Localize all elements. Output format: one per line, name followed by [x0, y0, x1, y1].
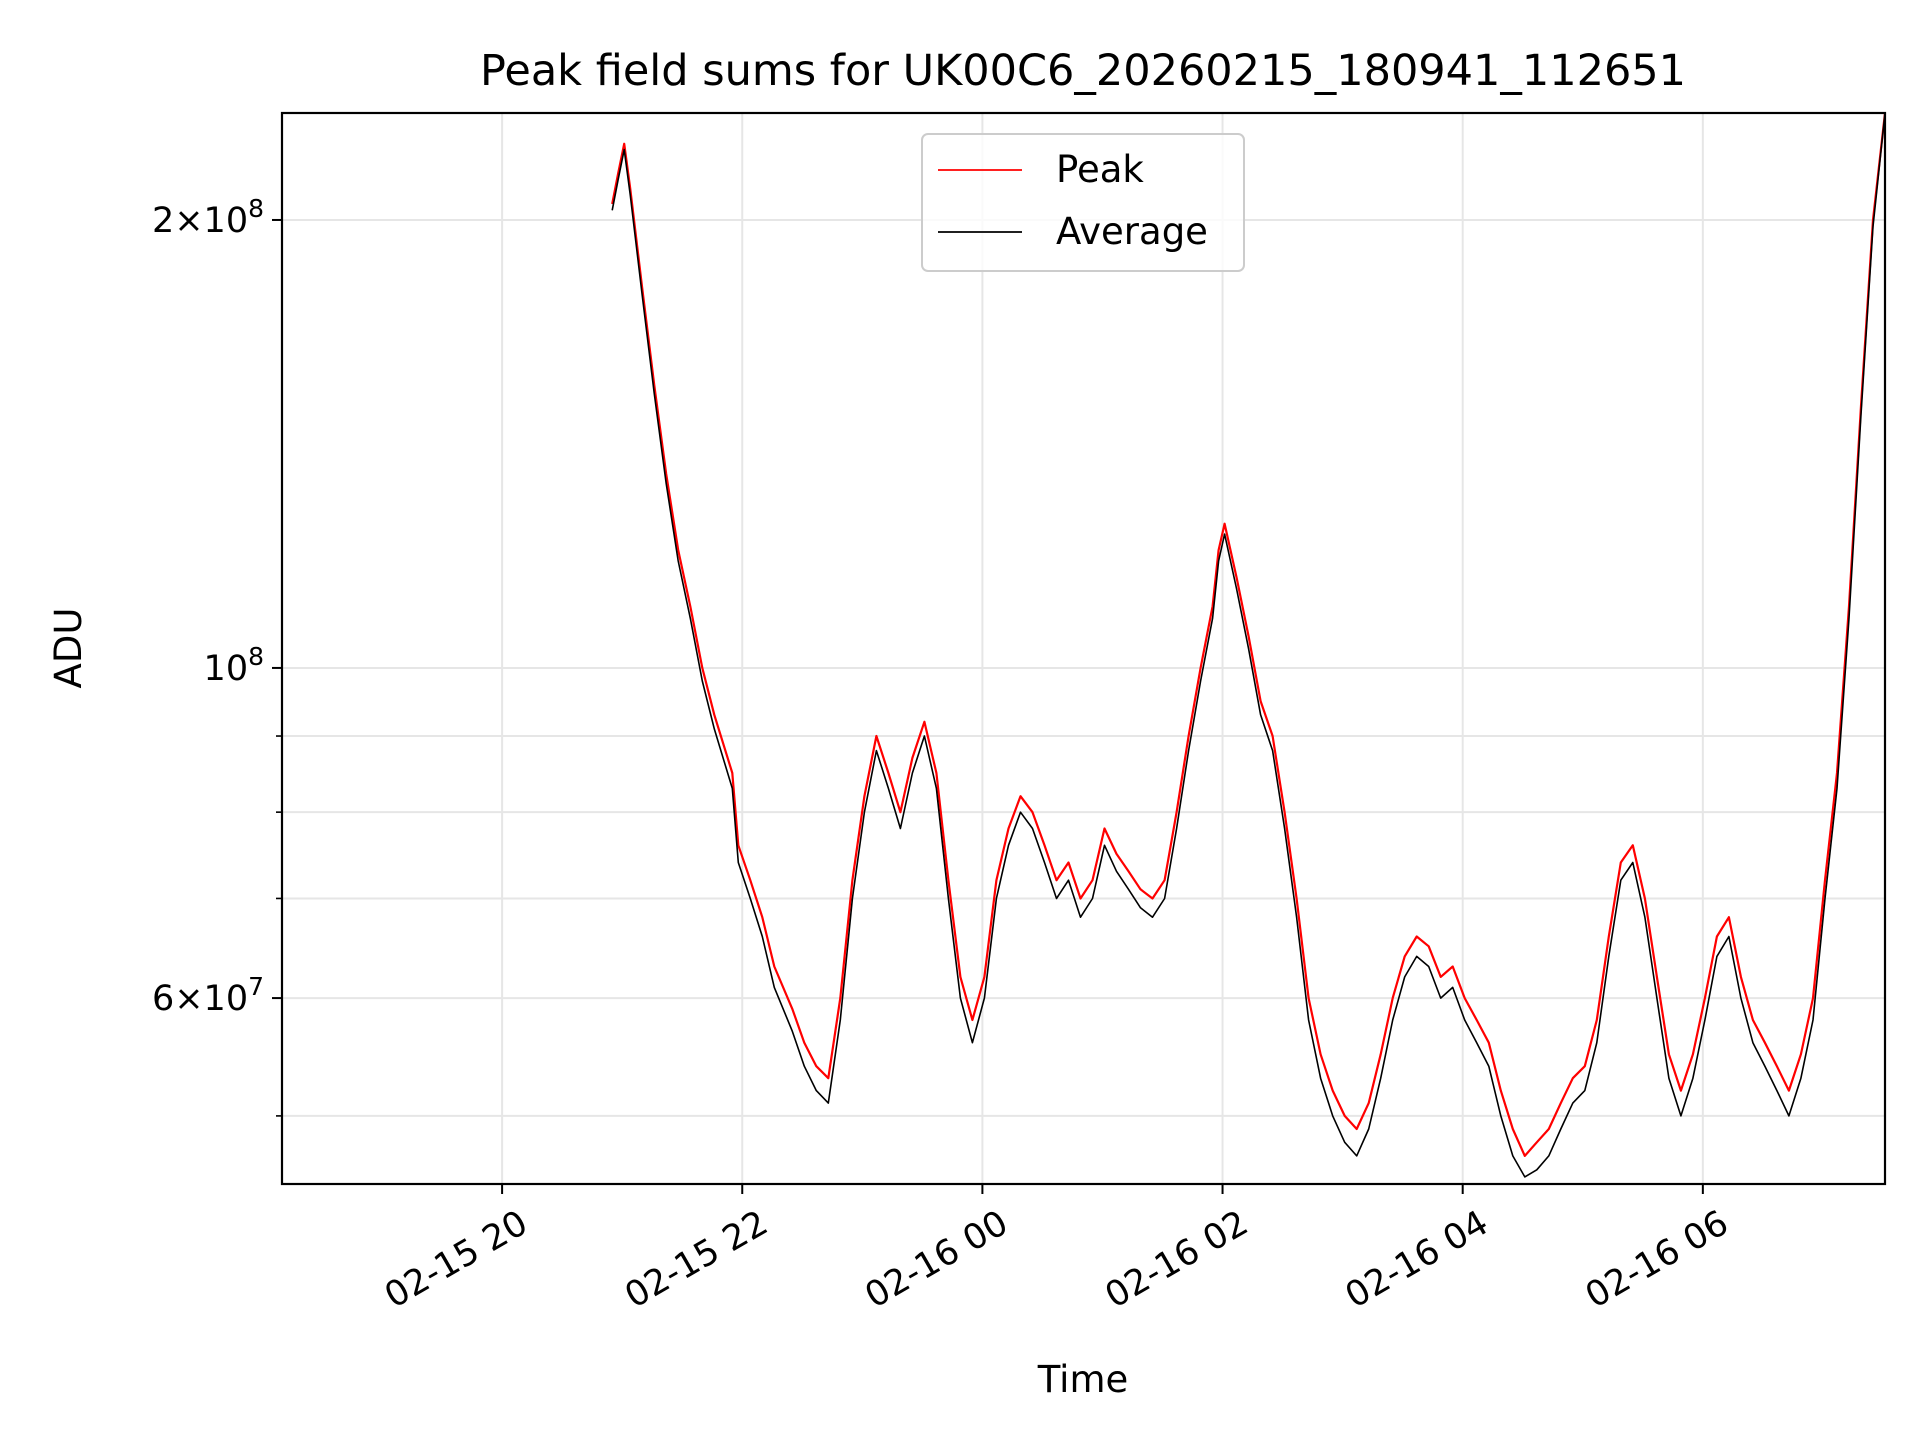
legend: Peak Average: [921, 133, 1245, 272]
legend-label-average: Average: [1056, 210, 1208, 253]
legend-label-peak: Peak: [1056, 148, 1144, 191]
y-axis-label: ADU: [47, 608, 90, 689]
y-tick-label: 108: [204, 642, 264, 689]
series-line-peak: [611, 112, 1887, 1158]
series-line-average: [611, 112, 1886, 1178]
plot-frame: [280, 111, 1887, 1186]
y-tick-label: 2×108: [152, 194, 264, 241]
chart-title: Peak field sums for UK00C6_20260215_1809…: [480, 46, 1686, 96]
series-layer: [611, 112, 1887, 1178]
legend-box: [921, 133, 1245, 272]
x-axis-label: Time: [1037, 1358, 1129, 1401]
y-tick-label: 6×107: [152, 972, 264, 1019]
